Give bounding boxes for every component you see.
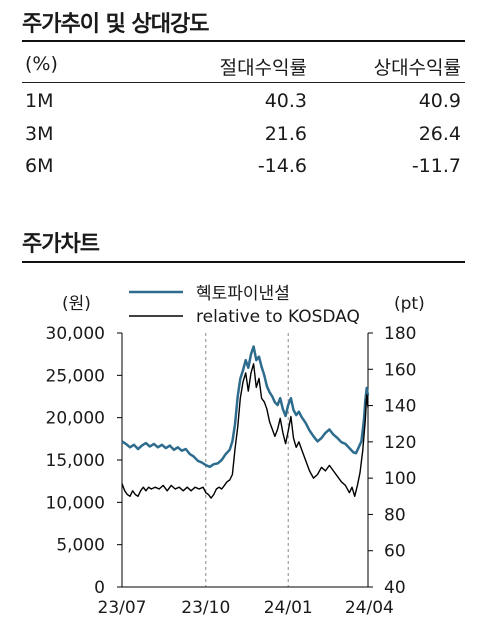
left-y-tick-label: 15,000: [46, 451, 105, 471]
chart-grid: [205, 333, 289, 587]
table-top-rule: [22, 40, 465, 42]
table-row-1m-period: 1M: [25, 90, 54, 112]
right-y-tick-label: 120: [384, 433, 416, 453]
table-row-1m-relative: 40.9: [418, 90, 461, 112]
left-y-tick-label: 20,000: [46, 409, 105, 429]
x-tick-label: 24/01: [264, 598, 313, 618]
relative-series-line: [121, 363, 369, 499]
chart-series: [121, 345, 370, 499]
table-row-6m-relative: -11.7: [411, 155, 461, 177]
right-y-tick-label: 100: [384, 469, 416, 489]
table-header-unit: (%): [25, 53, 58, 75]
legend-label-price: 혝토파이낸셜: [196, 284, 290, 304]
right-y-tick-label: 160: [384, 360, 416, 380]
right-y-tick-label: 140: [384, 397, 416, 417]
table-row-1m-absolute: 40.3: [264, 90, 307, 112]
right-y-tick-label: 40: [384, 578, 406, 598]
right-y-tick-label: 180: [384, 324, 416, 344]
left-y-tick-label: 0: [94, 578, 105, 598]
right-axis-unit-label: (pt): [394, 294, 425, 314]
table-header-relative: 상대수익률: [373, 57, 461, 79]
price-series-line: [121, 345, 370, 469]
table-header-rule: [22, 82, 465, 83]
chart-ticks: 23/07 23/10 24/01 24/04 30,000 25,000 20,000 15…: [46, 324, 417, 618]
table-row-3m-absolute: 21.6: [264, 123, 307, 145]
right-y-tick-label: 60: [384, 542, 406, 562]
table-row-3m-period: 3M: [25, 123, 54, 145]
legend-label-relative: relative to KOSDAQ: [196, 307, 360, 327]
x-tick-label: 23/10: [181, 598, 230, 618]
chart-section-title: 주가차트: [22, 232, 100, 257]
left-y-tick-label: 5,000: [56, 536, 105, 556]
x-tick-label: 24/04: [345, 598, 394, 618]
left-y-tick-label: 25,000: [46, 366, 105, 386]
left-y-tick-label: 10,000: [46, 493, 105, 513]
table-row-6m-absolute: -14.6: [257, 155, 307, 177]
x-tick-label: 23/07: [98, 598, 147, 618]
chart-top-rule: [22, 261, 465, 263]
left-y-tick-label: 30,000: [46, 324, 105, 344]
left-axis-unit-label: (원): [62, 294, 91, 314]
table-row-6m-period: 6M: [25, 155, 54, 177]
table-title: 주가추이 및 상대강도: [22, 12, 209, 37]
table-row-3m-relative: 26.4: [418, 123, 461, 145]
table-header-absolute: 절대수익률: [219, 57, 307, 79]
right-y-tick-label: 80: [384, 505, 406, 525]
chart-legend: 혝토파이낸셜 relative to KOSDAQ: [129, 284, 360, 327]
